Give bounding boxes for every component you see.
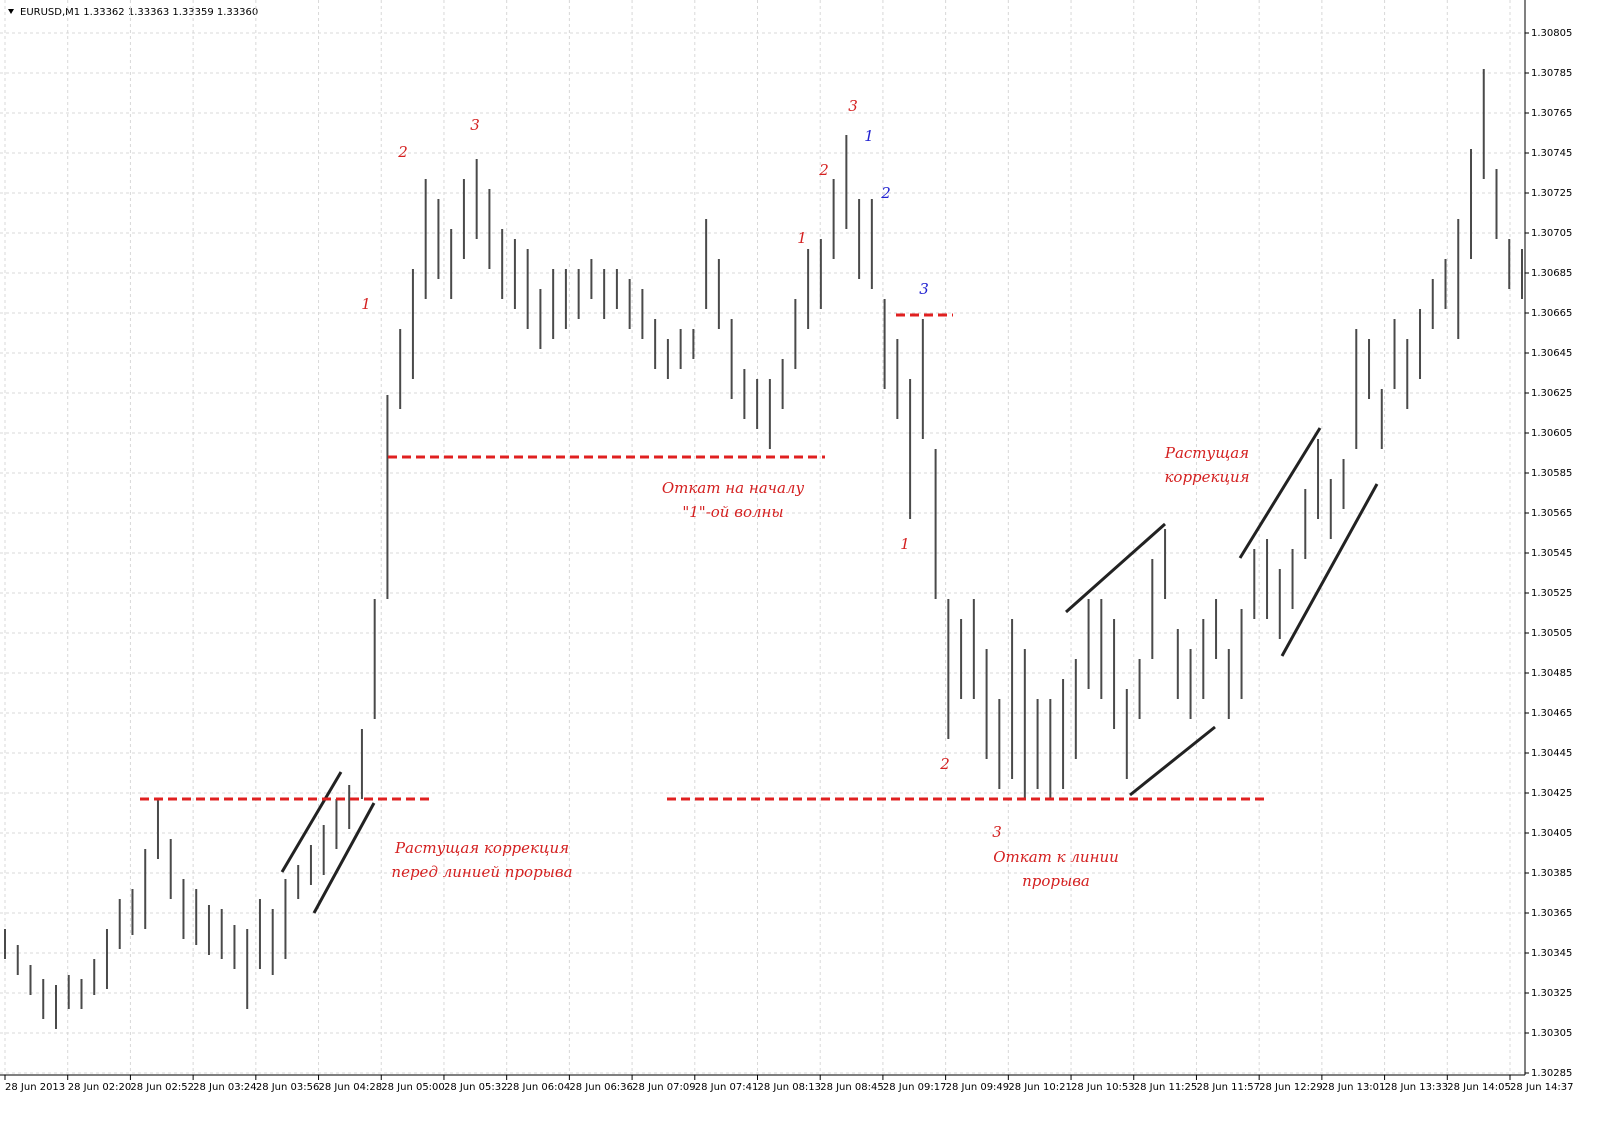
annotation: Откат на началу <box>662 479 805 497</box>
annotation: перед линией прорыва <box>391 863 572 881</box>
x-tick-label: 28 Jun 11:57 <box>1196 1082 1260 1093</box>
annotation: 1 <box>361 295 371 313</box>
x-tick-label: 28 Jun 03:56 <box>256 1082 320 1093</box>
menu-icon[interactable] <box>8 9 14 14</box>
x-tick-label: 28 Jun 02:20 <box>68 1082 132 1093</box>
y-tick-label: 1.30525 <box>1531 588 1572 599</box>
y-tick-label: 1.30565 <box>1531 508 1572 519</box>
x-tick-label: 28 Jun 07:41 <box>695 1082 759 1093</box>
x-tick-label: 28 Jun 11:25 <box>1134 1082 1198 1093</box>
trend-line <box>312 802 376 914</box>
trend-line <box>1238 427 1322 559</box>
y-tick-label: 1.30705 <box>1531 228 1572 239</box>
y-tick-label: 1.30645 <box>1531 348 1572 359</box>
annotation: 2 <box>880 184 891 202</box>
y-tick-label: 1.30665 <box>1531 308 1572 319</box>
trend-line <box>1129 725 1216 797</box>
x-tick-label: 28 Jun 06:36 <box>569 1082 633 1093</box>
y-tick-label: 1.30345 <box>1531 948 1572 959</box>
y-tick-label: 1.30505 <box>1531 628 1572 639</box>
annotation: 1 <box>864 127 874 145</box>
x-tick-label: 28 Jun 09:17 <box>883 1082 947 1093</box>
annotation: 3 <box>919 280 929 298</box>
trend-line <box>1280 483 1379 657</box>
annotation: прорыва <box>1022 872 1090 890</box>
x-tick-label: 28 Jun 06:04 <box>507 1082 571 1093</box>
annotation: Откат к линии <box>993 848 1119 866</box>
annotation: 3 <box>470 116 480 134</box>
x-tick-label: 28 Jun 13:01 <box>1322 1082 1386 1093</box>
annotation: 2 <box>939 755 950 773</box>
y-tick-label: 1.30485 <box>1531 668 1572 679</box>
annotation: Растущая коррекция <box>394 839 569 857</box>
annotation: коррекция <box>1164 468 1249 486</box>
y-tick-label: 1.30785 <box>1531 68 1572 79</box>
x-tick-label: 28 Jun 02:52 <box>130 1082 194 1093</box>
annotation: 1 <box>797 229 807 247</box>
y-tick-label: 1.30685 <box>1531 268 1572 279</box>
annotation: 3 <box>992 823 1002 841</box>
x-tick-label: 28 Jun 05:32 <box>444 1082 508 1093</box>
y-tick-label: 1.30545 <box>1531 548 1572 559</box>
x-tick-label: 28 Jun 14:37 <box>1510 1082 1574 1093</box>
y-tick-label: 1.30725 <box>1531 188 1572 199</box>
y-tick-label: 1.30765 <box>1531 108 1572 119</box>
x-tick-label: 28 Jun 05:00 <box>381 1082 445 1093</box>
y-tick-label: 1.30445 <box>1531 748 1572 759</box>
y-tick-label: 1.30625 <box>1531 388 1572 399</box>
y-tick-label: 1.30385 <box>1531 868 1572 879</box>
y-tick-label: 1.30405 <box>1531 828 1572 839</box>
x-tick-label: 28 Jun 09:49 <box>946 1082 1010 1093</box>
x-tick-label: 28 Jun 03:24 <box>193 1082 257 1093</box>
x-tick-label: 28 Jun 08:13 <box>758 1082 822 1093</box>
x-tick-label: 28 Jun 07:09 <box>632 1082 696 1093</box>
y-tick-label: 1.30285 <box>1531 1068 1572 1079</box>
y-tick-label: 1.30605 <box>1531 428 1572 439</box>
y-tick-label: 1.30325 <box>1531 988 1572 999</box>
trend-lines <box>280 427 1379 914</box>
x-tick-label: 28 Jun 13:33 <box>1385 1082 1449 1093</box>
y-tick-label: 1.30305 <box>1531 1028 1572 1039</box>
trend-line <box>280 771 343 873</box>
y-tick-label: 1.30805 <box>1531 28 1572 39</box>
annotation: 2 <box>818 161 829 179</box>
x-tick-label: 28 Jun 08:45 <box>820 1082 884 1093</box>
annotation: 1 <box>900 535 910 553</box>
x-tick-label: 28 Jun 12:29 <box>1259 1082 1323 1093</box>
x-tick-label: 28 Jun 14:05 <box>1447 1082 1511 1093</box>
annotation: "1"-ой волны <box>682 503 783 521</box>
annotation: 2 <box>397 143 408 161</box>
trend-line <box>1065 522 1166 614</box>
y-tick-label: 1.30465 <box>1531 708 1572 719</box>
y-tick-label: 1.30365 <box>1531 908 1572 919</box>
annotation: Растущая <box>1164 444 1249 462</box>
y-tick-label: 1.30585 <box>1531 468 1572 479</box>
y-tick-label: 1.30425 <box>1531 788 1572 799</box>
x-tick-label: 28 Jun 10:21 <box>1008 1082 1072 1093</box>
chart-title: EURUSD,M1 1.33362 1.33363 1.33359 1.3336… <box>20 7 258 18</box>
annotation: 3 <box>848 97 858 115</box>
x-tick-label: 28 Jun 04:28 <box>319 1082 383 1093</box>
y-tick-label: 1.30745 <box>1531 148 1572 159</box>
x-tick-label: 28 Jun 10:53 <box>1071 1082 1135 1093</box>
x-tick-label: 28 Jun 2013 <box>5 1082 65 1093</box>
